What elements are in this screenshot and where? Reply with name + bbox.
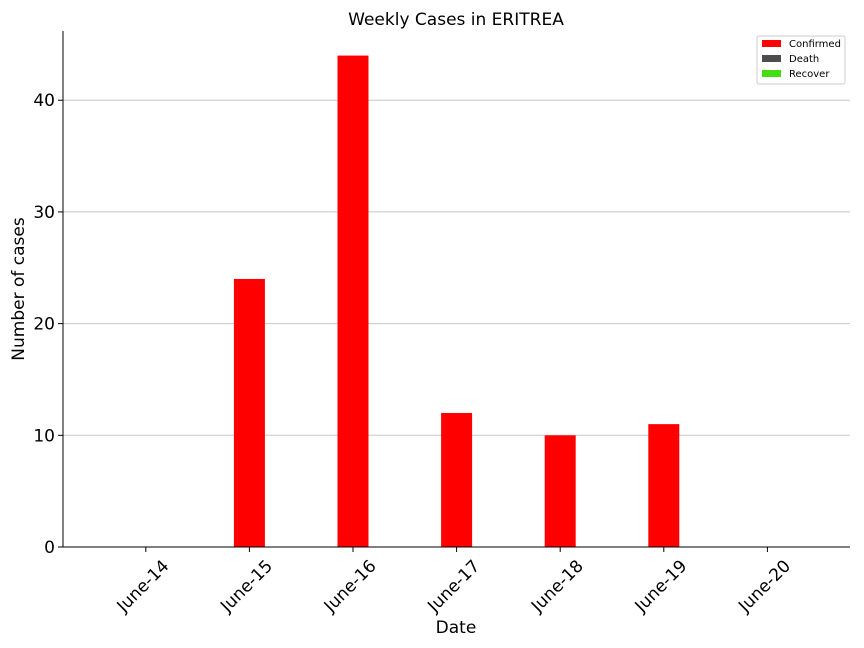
legend-label-death: Death	[789, 54, 819, 65]
legend-label-confirmed: Confirmed	[789, 39, 841, 50]
x-tick-label: June-15	[216, 556, 277, 617]
chart-title: Weekly Cases in ERITREA	[348, 10, 564, 30]
x-ticks: June-14 June-15 June-16 June-17 June-18 June-…	[113, 547, 795, 617]
y-tick-label: 30	[33, 203, 55, 223]
x-axis-label: Date	[436, 618, 477, 638]
y-tick-label: 10	[33, 426, 55, 446]
bars	[233, 55, 680, 547]
legend-swatch-confirmed	[762, 40, 781, 47]
y-tick-label: 40	[33, 91, 55, 111]
bar-confirmed-june-18	[544, 435, 576, 547]
y-ticks: 0 10 20 30 40	[33, 91, 63, 558]
y-axis-label: Number of cases	[9, 217, 29, 361]
bar-confirmed-june-19	[648, 424, 680, 547]
bar-confirmed-june-15	[233, 278, 265, 547]
bar-confirmed-june-16	[337, 55, 369, 547]
x-tick-label: June-19	[631, 556, 692, 617]
x-tick-label: June-20	[734, 556, 795, 617]
x-tick-label: June-17	[423, 556, 484, 617]
x-tick-label: June-16	[320, 556, 381, 617]
legend-label-recover: Recover	[789, 69, 830, 80]
legend-swatch-death	[762, 55, 781, 62]
grid	[63, 99, 850, 436]
y-tick-label: 20	[33, 315, 55, 335]
x-tick-label: June-14	[113, 556, 174, 617]
y-tick-label: 0	[44, 538, 55, 558]
bar-confirmed-june-17	[441, 412, 473, 547]
legend: Confirmed Death Recover	[756, 35, 846, 85]
legend-swatch-recover	[762, 70, 781, 77]
x-tick-label: June-18	[527, 556, 588, 617]
